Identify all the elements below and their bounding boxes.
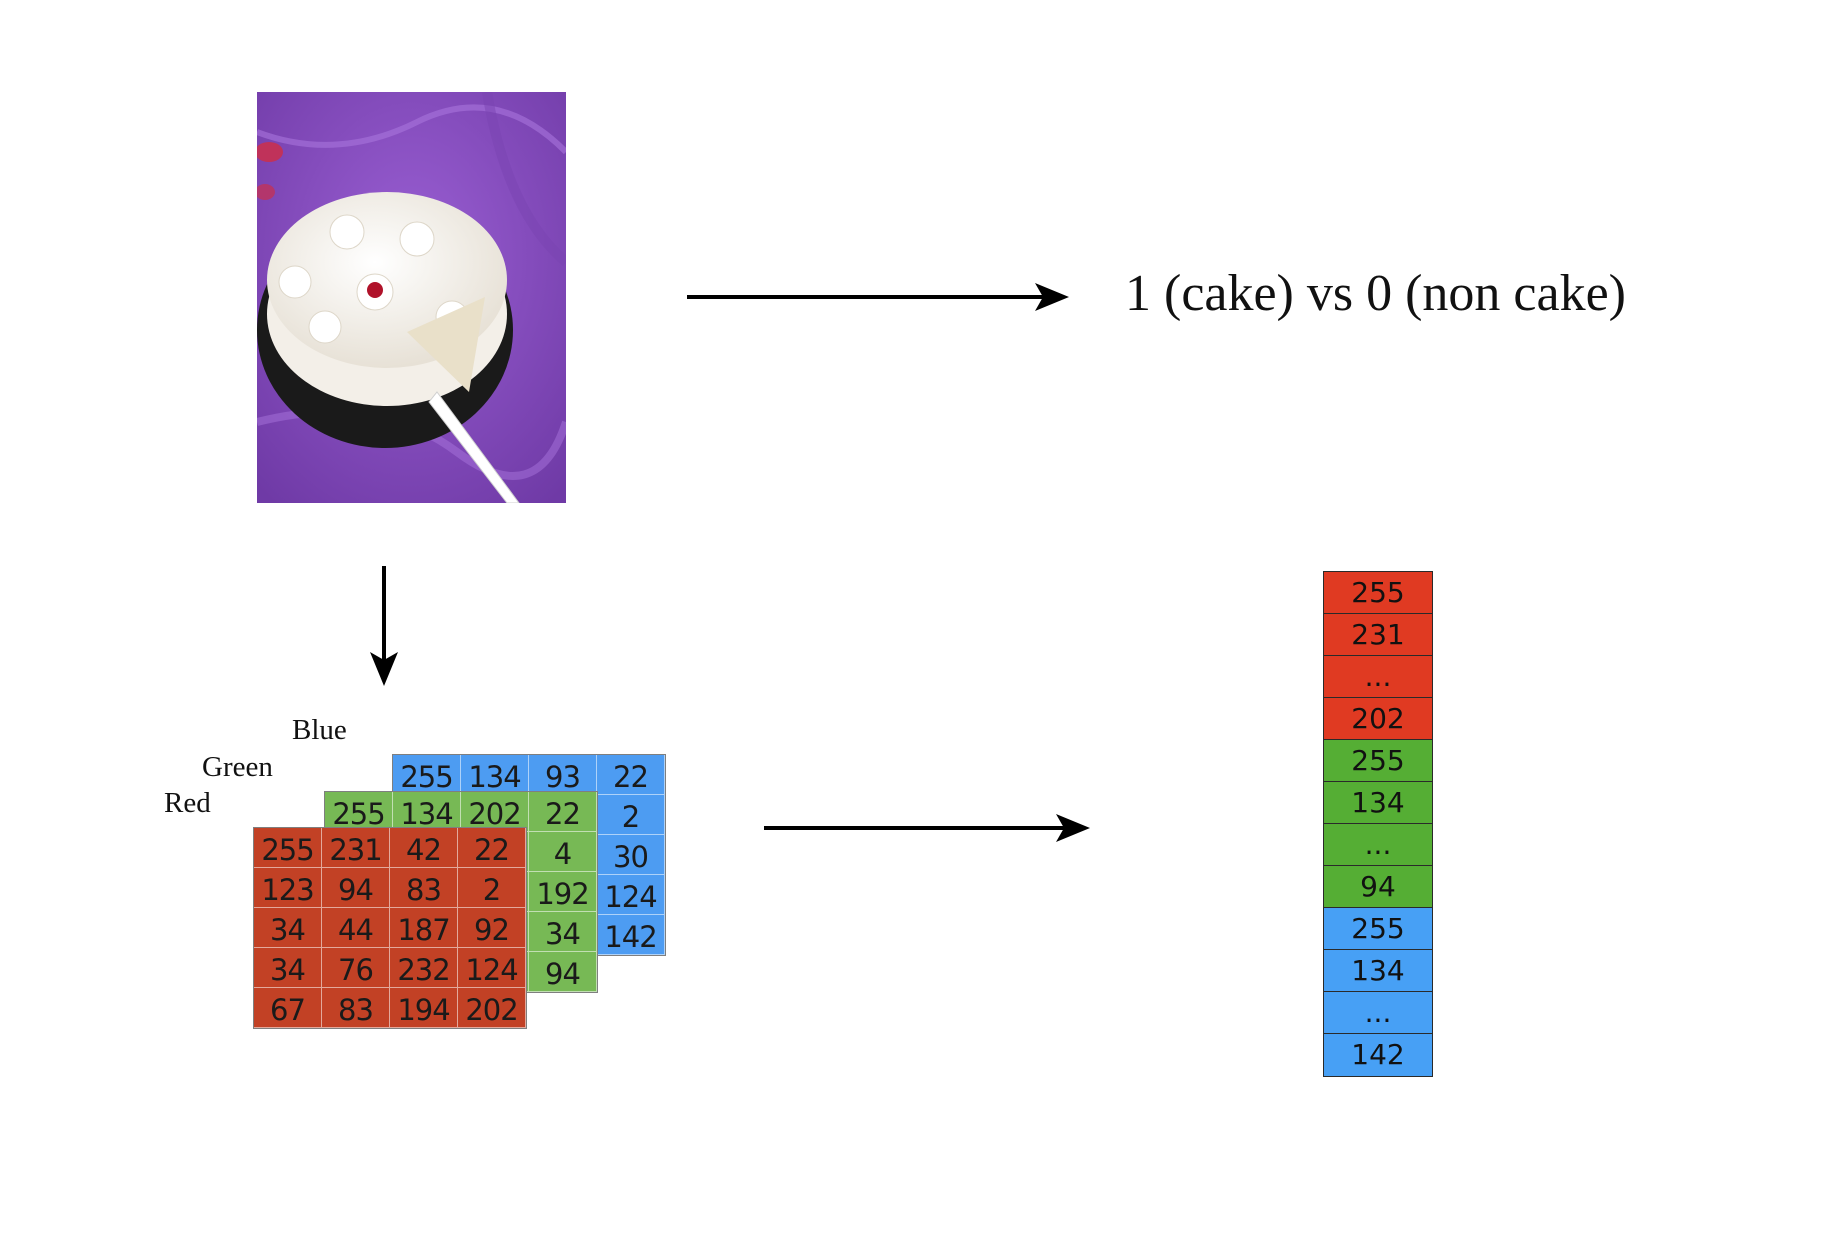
matrix-cell: 22 (597, 755, 665, 795)
matrix-cell: 134 (393, 792, 461, 832)
matrix-cell: 44 (322, 908, 390, 948)
matrix-cell: 67 (254, 988, 322, 1028)
matrix-cell: 142 (597, 915, 665, 955)
matrix-cell: 22 (458, 828, 526, 868)
matrix-cell: 202 (458, 988, 526, 1028)
matrix-cell: 34 (254, 948, 322, 988)
matrix-cell: 124 (597, 875, 665, 915)
matrix-cell: 42 (390, 828, 458, 868)
matrix-cell: 34 (529, 912, 597, 952)
arrow-to-matrices (367, 566, 401, 686)
arrow-to-output (687, 280, 1069, 314)
matrix-cell: 255 (325, 792, 393, 832)
vector-cell: 202 (1324, 698, 1432, 740)
vector-cell: 231 (1324, 614, 1432, 656)
output-label: 1 (cake) vs 0 (non cake) (1125, 265, 1626, 322)
matrix-cell: 194 (390, 988, 458, 1028)
vector-cell: 255 (1324, 908, 1432, 950)
vector-cell: 255 (1324, 572, 1432, 614)
matrix-cell: 83 (390, 868, 458, 908)
matrix-cell: 93 (529, 755, 597, 795)
vector-cell: ... (1324, 656, 1432, 698)
matrix-cell: 232 (390, 948, 458, 988)
matrix-cell: 255 (393, 755, 461, 795)
matrix-cell: 30 (597, 835, 665, 875)
matrix-cell: 123 (254, 868, 322, 908)
red-channel-label: Red (164, 787, 211, 819)
vector-cell: 134 (1324, 950, 1432, 992)
vector-cell: ... (1324, 824, 1432, 866)
matrix-cell: 124 (458, 948, 526, 988)
matrix-cell: 92 (458, 908, 526, 948)
arrow-to-vector (764, 811, 1090, 845)
cake-photo (257, 92, 566, 503)
matrix-cell: 231 (322, 828, 390, 868)
matrix-cell: 94 (322, 868, 390, 908)
flattened-vector: 255 231... 202 255 134... 94 255 134... 142 (1323, 571, 1433, 1077)
green-channel-label: Green (202, 751, 273, 783)
vector-cell: ... (1324, 992, 1432, 1034)
blue-channel-label: Blue (292, 714, 347, 746)
matrix-cell: 2 (597, 795, 665, 835)
matrix-cell: 187 (390, 908, 458, 948)
matrix-cell: 192 (529, 872, 597, 912)
matrix-cell: 202 (461, 792, 529, 832)
matrix-cell: 2 (458, 868, 526, 908)
vector-cell: 142 (1324, 1034, 1432, 1076)
red-channel-matrix: 255 231 42 22 123 94 83 2 34 44 187 92 34 76 232 124 67 8… (253, 827, 527, 1029)
vector-cell: 255 (1324, 740, 1432, 782)
matrix-cell: 134 (461, 755, 529, 795)
matrix-cell: 76 (322, 948, 390, 988)
matrix-cell: 94 (529, 952, 597, 992)
vector-cell: 94 (1324, 866, 1432, 908)
matrix-cell: 83 (322, 988, 390, 1028)
matrix-cell: 34 (254, 908, 322, 948)
matrix-cell: 255 (254, 828, 322, 868)
matrix-cell: 4 (529, 832, 597, 872)
vector-cell: 134 (1324, 782, 1432, 824)
matrix-cell: 22 (529, 792, 597, 832)
